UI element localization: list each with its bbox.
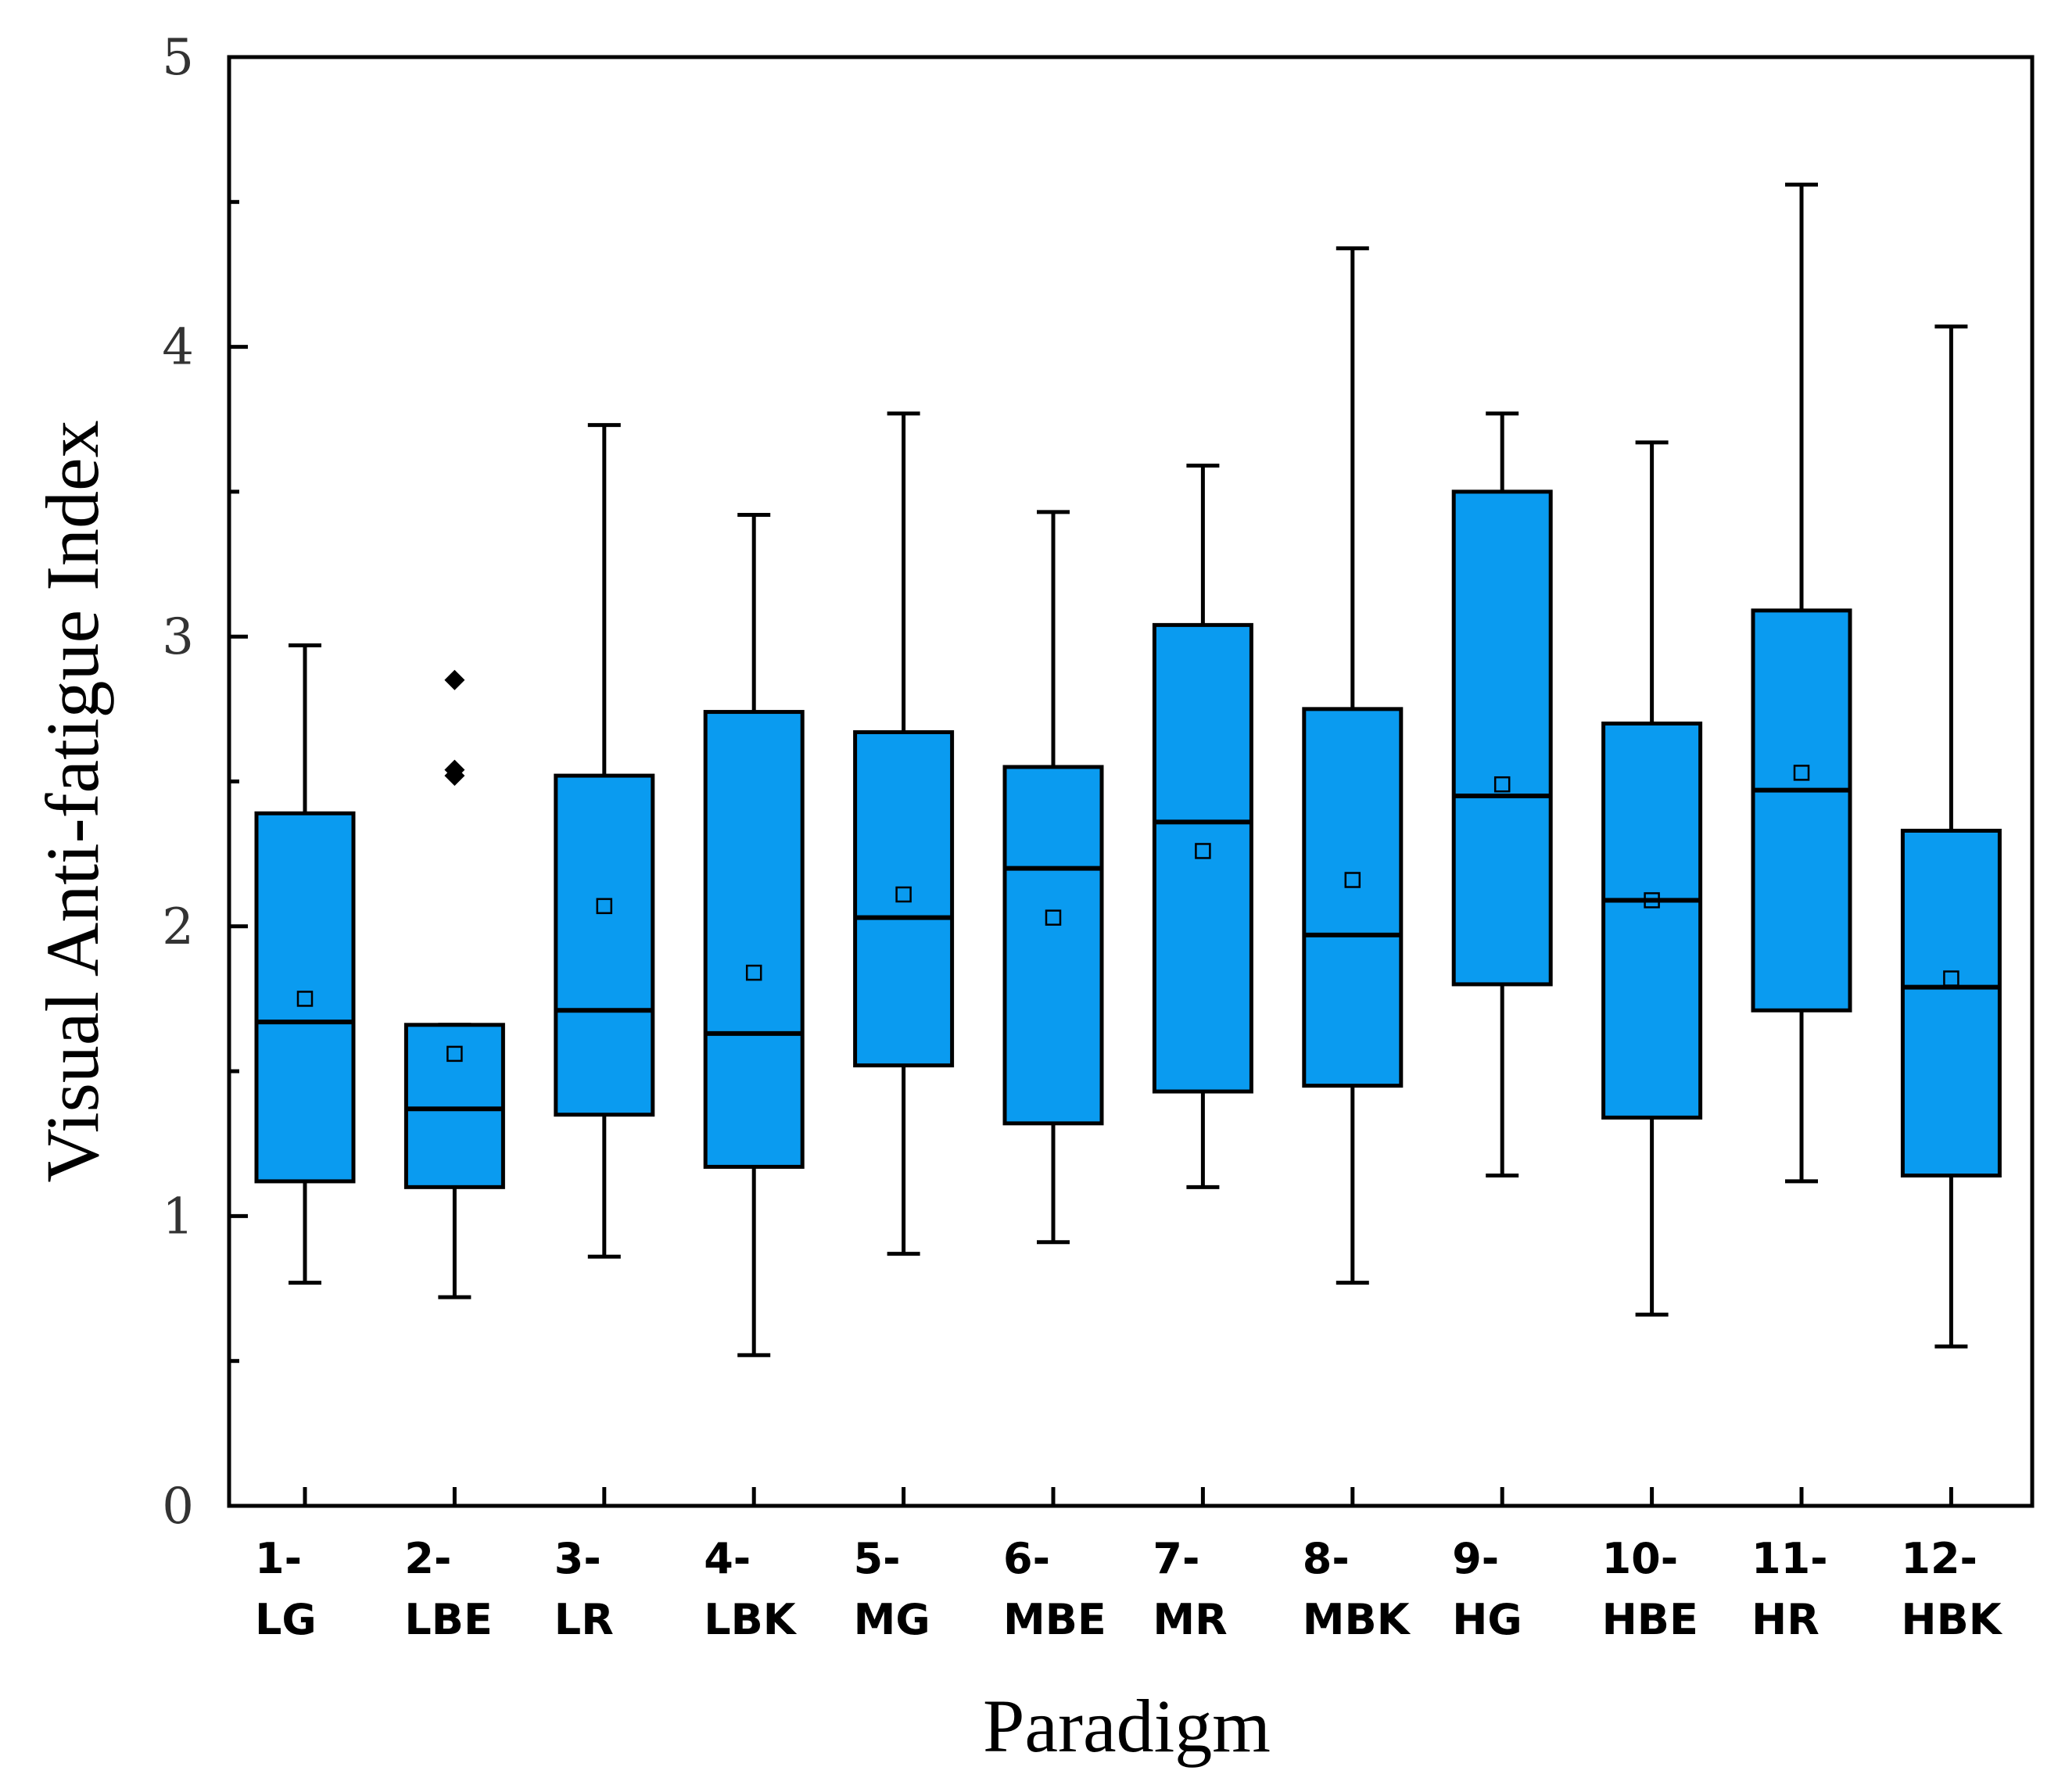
x-tick-label-line2: HG: [1452, 1595, 1522, 1644]
x-tick-label-line2: MG: [854, 1595, 930, 1644]
iqr-box: [1900, 829, 2002, 1178]
y-axis-ticks: 0 1 2 3 4 5: [162, 29, 248, 1536]
x-tick-label-line1: 5-: [854, 1534, 901, 1583]
x-axis-title: Paradigm: [983, 1684, 1271, 1768]
mean-marker: [1793, 765, 1810, 781]
y-tick-label: 5: [162, 29, 194, 87]
x-tick-label-line1: 8-: [1303, 1534, 1350, 1583]
x-tick-label-line1: 7-: [1153, 1534, 1199, 1583]
box-group: [554, 423, 655, 1259]
box-group: [703, 513, 805, 1357]
iqr-box: [703, 710, 805, 1169]
iqr-box: [1302, 707, 1404, 1088]
box-group: [254, 643, 356, 1285]
x-tick-label-line2: MBE: [1003, 1595, 1106, 1644]
x-tick-label-line1: 2-: [404, 1534, 451, 1583]
y-tick-label: 1: [162, 1188, 194, 1245]
mean-marker: [745, 964, 762, 981]
x-tick-label-line1: 11-: [1751, 1534, 1828, 1583]
y-tick-label: 3: [162, 608, 194, 666]
mean-marker: [446, 1045, 463, 1063]
mean-marker: [596, 898, 613, 915]
x-tick-labels: 1- LG 2- LBE 3- LR 4- LBK 5- MG 6- MBE 7- MR 8- MBK 9- HG…: [255, 1534, 2003, 1644]
box-group: [403, 669, 505, 1299]
x-tick-label-line2: MR: [1153, 1595, 1227, 1644]
box-group: [1601, 440, 1703, 1317]
box-group: [853, 411, 955, 1256]
box-series: [254, 182, 2002, 1357]
box-group: [1152, 464, 1253, 1189]
mean-marker: [895, 886, 912, 903]
x-tick-label-line1: 4-: [704, 1534, 751, 1583]
y-tick-label: 0: [162, 1478, 194, 1536]
y-tick-label: 2: [162, 898, 194, 956]
iqr-box: [254, 811, 356, 1184]
x-tick-label-line1: 3-: [554, 1534, 601, 1583]
iqr-box: [1601, 721, 1703, 1120]
box-group: [1451, 411, 1553, 1178]
box-group: [1002, 510, 1104, 1245]
x-tick-label-line1: 12-: [1901, 1534, 1977, 1583]
iqr-box: [1451, 489, 1553, 987]
box-group: [1302, 246, 1404, 1285]
y-tick-label: 4: [162, 319, 194, 377]
y-axis-title: Visual Anti-fatigue Index: [30, 420, 114, 1182]
iqr-box: [403, 1023, 505, 1189]
box-group: [1751, 182, 1852, 1184]
box-group: [1900, 324, 2002, 1349]
outlier-point: [444, 669, 465, 690]
outlier-point: [444, 765, 465, 787]
x-tick-label-line1: 9-: [1452, 1534, 1499, 1583]
x-tick-label-line2: HR: [1751, 1595, 1820, 1644]
mean-marker: [1644, 892, 1660, 909]
iqr-box: [554, 773, 655, 1117]
x-tick-label-line2: LR: [554, 1595, 614, 1644]
x-tick-label-line2: HBE: [1602, 1595, 1698, 1644]
x-tick-label-line2: LBK: [704, 1595, 798, 1644]
mean-marker: [1045, 909, 1062, 926]
x-tick-label-line2: LG: [255, 1595, 317, 1644]
mean-marker: [1195, 843, 1211, 859]
mean-marker: [296, 991, 314, 1007]
x-tick-label-line2: LBE: [404, 1595, 492, 1644]
mean-marker: [1493, 776, 1511, 793]
x-tick-label-line1: 10-: [1602, 1534, 1679, 1583]
iqr-box: [1002, 765, 1104, 1126]
iqr-box: [853, 729, 955, 1068]
x-axis-ticks: [303, 1487, 1953, 1506]
mean-marker: [1943, 970, 1959, 987]
x-tick-label-line1: 1-: [255, 1534, 302, 1583]
x-tick-label-line2: MBK: [1303, 1595, 1411, 1644]
mean-marker: [1344, 872, 1361, 888]
x-tick-label-line1: 6-: [1003, 1534, 1050, 1583]
iqr-box: [1751, 608, 1852, 1012]
x-tick-label-line2: HBK: [1901, 1595, 2002, 1644]
